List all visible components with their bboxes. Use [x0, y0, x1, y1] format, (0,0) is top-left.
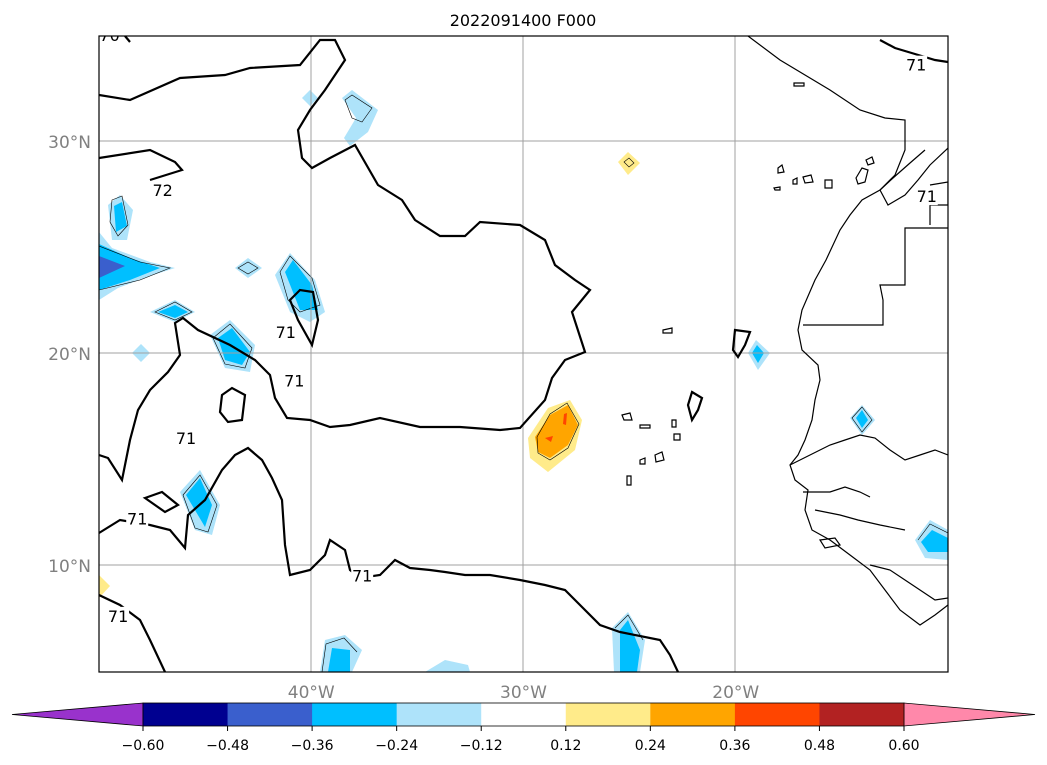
contour-label-bg: [351, 566, 374, 585]
lon-tick-label: 40°W: [288, 683, 335, 703]
colorbar-tick-label: 0.36: [719, 738, 750, 754]
colorbar-over-arrow: [903, 702, 1036, 727]
contour-label-bg: [915, 187, 938, 206]
contour-label: 71: [276, 323, 296, 342]
colorbar-under-arrow: [11, 702, 144, 727]
anomaly-outlines: [99, 94, 948, 672]
contour-label-bg: [107, 606, 130, 625]
colorbar-tick-label: −0.24: [375, 738, 418, 754]
colorbar-tick-label: 0.60: [888, 738, 919, 754]
map-frame: [98, 35, 949, 673]
colorbar: −0.60 −0.48 −0.36 −0.24 −0.12 0.12 0.24 0.36 0.4…: [11, 702, 1036, 754]
contour-label-bg: [283, 371, 306, 390]
colorbar-segment: [734, 703, 820, 726]
colorbar-tick-label: −0.48: [206, 738, 249, 754]
contour-label-group: 70 71 72 71 71 71 71 71 71 71: [99, 26, 938, 626]
colorbar-segment: [227, 703, 313, 726]
colorbar-tick-label: −0.36: [291, 738, 334, 754]
height-contours: [99, 36, 948, 672]
coastlines: [621, 36, 948, 626]
contour-label-bg: [126, 509, 149, 528]
contour-label: 71: [108, 607, 128, 626]
colorbar-segment: [396, 703, 482, 726]
colorbar-tick-label: −0.60: [122, 738, 165, 754]
anomaly-shading: [99, 90, 948, 672]
lon-tick-label: 30°W: [500, 683, 547, 703]
colorbar-segment: [312, 703, 398, 726]
colorbar-tick-label: −0.12: [460, 738, 503, 754]
contour-label-bg: [905, 55, 928, 74]
contour-label-bg: [99, 36, 121, 44]
contour-label: 71: [906, 56, 926, 75]
contour-label-bg: [175, 428, 198, 447]
contour-label: 71: [127, 509, 147, 528]
contour-label-bg: [274, 322, 297, 341]
contour-label: 71: [917, 187, 937, 206]
colorbar-segment: [819, 703, 905, 726]
colorbar-segment: [143, 703, 229, 726]
contour-label: 71: [284, 372, 304, 391]
contour-label: 71: [176, 429, 196, 448]
contour-label: 70: [99, 26, 119, 45]
lat-tick-label: 20°N: [48, 345, 91, 365]
map-plot-area: 70 71 72 71 71 71 71 71 71 71: [99, 26, 948, 672]
colorbar-tick-label: 0.24: [635, 738, 666, 754]
contour-label-bg: [151, 180, 174, 199]
lat-tick-label: 30°N: [48, 133, 91, 153]
colorbar-segment: [481, 703, 567, 726]
contour-label: 72: [152, 181, 172, 200]
colorbar-segment: [565, 703, 651, 726]
lon-tick-label: 20°W: [712, 683, 759, 703]
colorbar-frame: [142, 702, 905, 727]
map-title: 2022091400 F000: [450, 11, 597, 30]
colorbar-tick-label: 0.12: [550, 738, 581, 754]
lat-tick-labels: 30°N 20°N 10°N: [48, 133, 91, 577]
lon-tick-labels: 40°W 30°W 20°W: [288, 683, 760, 703]
contour-label: 71: [352, 567, 372, 586]
colorbar-tick-label: 0.48: [804, 738, 835, 754]
lat-tick-label: 10°N: [48, 557, 91, 577]
colorbar-segment: [650, 703, 736, 726]
